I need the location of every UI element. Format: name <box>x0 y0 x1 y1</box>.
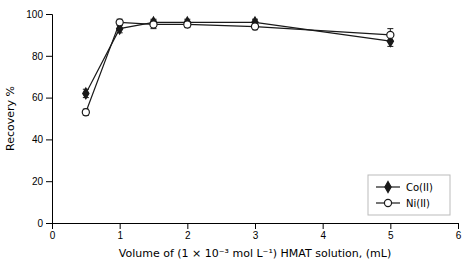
legend-box <box>368 175 450 215</box>
marks <box>82 17 394 116</box>
tick: 3 <box>253 223 259 241</box>
tick: 1 <box>117 223 123 241</box>
tick: 60 <box>32 92 52 103</box>
series <box>83 17 394 99</box>
tick: 6 <box>456 223 462 241</box>
axis-line <box>53 224 459 230</box>
tick-label: 0 <box>50 230 56 241</box>
plot: 0123456020406080100Co(II)Ni(II) <box>26 9 461 241</box>
legend-label: Ni(II) <box>406 198 430 209</box>
tick-mark <box>46 14 52 15</box>
tick-label: 100 <box>26 9 43 20</box>
point <box>116 19 123 26</box>
point <box>150 17 156 28</box>
tick-mark <box>323 223 324 229</box>
tick-label: 20 <box>32 176 44 187</box>
tick: 20 <box>32 176 52 187</box>
error-bar <box>387 29 393 42</box>
tick-mark <box>255 223 256 229</box>
line <box>86 22 391 112</box>
point <box>150 21 157 28</box>
y-axis: 0 20 40 60 80 100 <box>26 9 52 229</box>
tick-label: 5 <box>388 230 394 241</box>
legend-label: Co(II) <box>406 182 433 193</box>
tick-mark <box>458 223 459 229</box>
point <box>387 31 394 38</box>
tick: 0 <box>50 223 56 241</box>
tick-label: 3 <box>253 230 259 241</box>
tick-label: 60 <box>32 92 44 103</box>
tick-mark <box>46 223 52 224</box>
tick-mark <box>390 223 391 229</box>
legend: Co(II) Ni(II) <box>368 175 450 215</box>
tick: 80 <box>32 51 52 62</box>
axis-line <box>46 15 53 224</box>
x-axis: 0 1 2 3 4 5 6 <box>50 223 462 241</box>
point <box>184 17 190 28</box>
chart: 0123456020406080100Co(II)Ni(II)Volume of… <box>0 0 474 265</box>
point <box>83 88 89 99</box>
tick: 2 <box>185 223 191 241</box>
tick: 4 <box>320 223 326 241</box>
tick: 0 <box>37 218 52 229</box>
series <box>82 19 394 116</box>
y-axis-title: Recovery % <box>4 86 17 151</box>
tick: 100 <box>26 9 52 20</box>
tick: 40 <box>32 134 52 145</box>
tick-label: 4 <box>320 230 326 241</box>
legend-symbol <box>384 199 391 206</box>
legend-item: Co(II) <box>376 182 433 193</box>
legend-item: Ni(II) <box>376 198 430 209</box>
tick-mark <box>120 223 121 229</box>
tick-mark <box>46 139 52 140</box>
point <box>251 23 258 30</box>
tick-label: 6 <box>456 230 462 241</box>
error-bar <box>252 23 258 29</box>
tick-mark <box>46 181 52 182</box>
tick-mark <box>46 56 52 57</box>
point <box>82 109 89 116</box>
tick: 5 <box>388 223 394 241</box>
error-bar <box>83 109 89 115</box>
tick-label: 1 <box>117 230 123 241</box>
tick-mark <box>46 98 52 99</box>
tick-label: 40 <box>32 134 44 145</box>
tick-mark <box>187 223 188 229</box>
line <box>86 22 391 93</box>
tick-label: 0 <box>37 218 43 229</box>
point <box>184 21 191 28</box>
tick-label: 80 <box>32 51 44 62</box>
error-bar <box>151 20 157 28</box>
error-bar <box>184 21 190 27</box>
error-bar <box>117 19 123 25</box>
tick-label: 2 <box>185 230 191 241</box>
x-axis-title: Volume of (1 × 10⁻³ mol L⁻¹) HMAT soluti… <box>119 247 391 260</box>
legend-symbol <box>385 182 391 193</box>
